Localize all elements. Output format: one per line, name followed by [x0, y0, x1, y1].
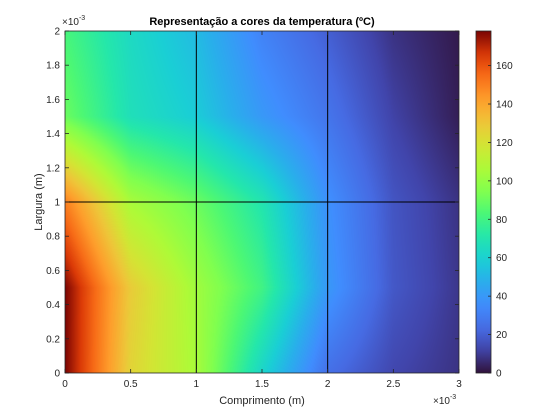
colorbar-gradient	[475, 30, 492, 374]
chart-title: Representação a cores da temperatura (ºC…	[149, 16, 375, 28]
colorbar-tick-label: 120	[496, 138, 513, 149]
x-axis-ticks: 0 0.5 1 1.5 2 2.5 3	[62, 31, 462, 390]
y-tick-label: 1.6	[46, 95, 60, 106]
colorbar-tick-label: 0	[496, 369, 502, 380]
y-tick-label: 2	[54, 27, 60, 38]
colorbar-ticks: 0 20 40 60 80 100 120 140 160	[488, 61, 513, 380]
y-tick-label: 0.8	[46, 232, 60, 243]
colorbar-tick-label: 100	[496, 176, 513, 187]
y-tick-label: 1.4	[46, 129, 60, 140]
y-tick-label: 1.2	[46, 163, 60, 174]
colorbar-tick-label: 60	[496, 253, 508, 264]
colorbar	[475, 30, 492, 374]
colorbar-tick-label: 140	[496, 100, 513, 111]
y-exponent: ×10-3	[62, 15, 85, 28]
mesh-lines	[65, 31, 459, 373]
colorbar-tick-label: 40	[496, 292, 508, 303]
y-tick-label: 0.2	[46, 334, 60, 345]
colorbar-tick-label: 160	[496, 61, 513, 72]
colorbar-tick-label: 80	[496, 215, 508, 226]
y-axis-ticks: 0 0.2 0.4 0.6 0.8 1 1.2 1.4 1.6 1.8 2	[46, 27, 459, 380]
y-tick-label: 0.4	[46, 300, 60, 311]
x-tick-label: 0.5	[124, 379, 138, 390]
y-tick-label: 0	[54, 369, 60, 380]
y-axis-label: Largura (m)	[33, 173, 45, 230]
x-axis-label: Comprimento (m)	[219, 395, 305, 407]
x-exponent: ×10-3	[433, 394, 456, 407]
y-tick-label: 1.8	[46, 61, 60, 72]
x-tick-label: 3	[456, 379, 462, 390]
y-tick-label: 1	[54, 198, 60, 209]
x-tick-label: 2.5	[386, 379, 400, 390]
x-tick-label: 0	[62, 379, 68, 390]
y-tick-label: 0.6	[46, 266, 60, 277]
x-tick-label: 1.5	[255, 379, 269, 390]
x-tick-label: 1	[194, 379, 200, 390]
x-tick-label: 2	[325, 379, 331, 390]
colorbar-tick-label: 20	[496, 330, 508, 341]
